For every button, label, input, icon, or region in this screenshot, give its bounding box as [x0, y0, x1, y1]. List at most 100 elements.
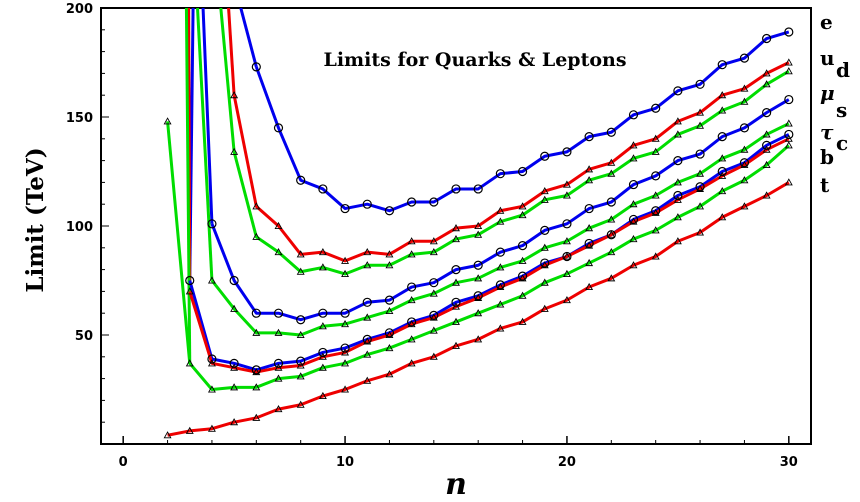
point-s1-11	[474, 221, 483, 230]
point-s0-19	[673, 86, 683, 96]
point-s0-10	[473, 184, 483, 194]
point-s4-2	[252, 328, 261, 336]
point-s7-6	[296, 372, 305, 380]
point-s3-5	[318, 308, 328, 318]
point-s3-1	[229, 275, 239, 286]
point-s5-4	[273, 358, 284, 368]
legend-label-d: d	[836, 58, 850, 82]
point-s8-3	[230, 418, 239, 426]
point-s2-13	[518, 210, 527, 219]
point-s2-6	[363, 261, 372, 269]
point-s1-7	[385, 250, 394, 258]
point-s0-17	[628, 110, 639, 120]
point-s7-24	[696, 202, 705, 210]
legend-label-s: s	[836, 98, 847, 122]
point-s4-18	[607, 215, 616, 223]
point-s5-2	[229, 358, 239, 368]
point-s1-12	[496, 206, 505, 214]
point-s4-19	[629, 200, 638, 208]
point-s6-6	[318, 352, 327, 360]
legend-label-mu: μ	[820, 81, 835, 105]
x-tick-label-1: 10	[336, 455, 354, 470]
point-s1-24	[762, 69, 771, 77]
point-s8-21	[629, 261, 638, 269]
point-s1-17	[607, 158, 616, 166]
point-s0-2	[296, 175, 306, 185]
point-s3-17	[584, 203, 594, 214]
point-s0-7	[407, 197, 417, 207]
point-s4-13	[496, 263, 505, 271]
point-s2-1	[252, 232, 261, 240]
point-s4-25	[762, 130, 771, 138]
point-s4-6	[341, 319, 350, 328]
point-s8-10	[385, 370, 394, 378]
point-s4-1	[230, 304, 239, 312]
point-s1-15	[562, 180, 571, 188]
steep-segment-0	[239, 8, 258, 68]
point-s4-10	[429, 289, 438, 297]
point-s1-9	[429, 237, 438, 245]
point-s2-17	[607, 169, 616, 177]
point-s8-27	[762, 191, 771, 199]
point-s7-16	[518, 291, 527, 299]
point-s1-0	[230, 91, 239, 99]
x-tick-label-3: 30	[780, 455, 798, 470]
point-s7-13	[452, 317, 460, 325]
point-s2-16	[585, 176, 594, 184]
point-s2-22	[718, 106, 727, 114]
point-s5-15	[517, 271, 528, 281]
point-s3-22	[695, 149, 705, 159]
steep-segment-4	[196, 8, 214, 281]
point-s6-1	[207, 359, 216, 367]
chart-title: Limits for Quarks & Leptons	[323, 49, 626, 71]
axis-layer: 0 10 20 30 50 100 150 200	[66, 2, 798, 470]
series-line-0	[254, 30, 790, 213]
point-s0-12	[517, 166, 528, 177]
y-tick-label-2: 150	[66, 111, 93, 126]
point-s2-19	[651, 147, 660, 155]
point-s1-6	[363, 248, 372, 256]
point-s7-4	[252, 383, 261, 391]
series-line-4	[210, 122, 790, 337]
point-s0-0	[251, 62, 261, 72]
point-s8-0	[163, 431, 172, 439]
point-s3-9	[407, 282, 417, 292]
point-s1-1	[252, 202, 261, 210]
steep-segment-2	[219, 8, 236, 153]
point-s3-11	[451, 265, 461, 275]
point-s1-21	[696, 108, 705, 116]
legend-label-t: t	[820, 173, 830, 197]
series-line-7	[166, 121, 790, 391]
point-s0-16	[606, 127, 616, 137]
point-s4-3	[274, 328, 283, 336]
point-s5-3	[251, 365, 261, 375]
point-s2-18	[629, 154, 638, 162]
point-s1-19	[651, 134, 660, 142]
point-s3-25	[762, 108, 772, 118]
point-s8-12	[429, 352, 438, 360]
point-s0-20	[695, 79, 705, 89]
legend-label-e: e	[820, 10, 833, 34]
point-s5-27	[784, 129, 794, 140]
point-s2-9	[429, 248, 438, 256]
point-s2-24	[762, 80, 771, 88]
point-s1-3	[296, 250, 305, 258]
point-s6-24	[718, 171, 727, 179]
point-s6-12	[452, 302, 460, 310]
point-s8-20	[607, 274, 616, 282]
x-axis-title: n	[445, 467, 467, 502]
point-s2-23	[740, 97, 749, 105]
point-s8-17	[540, 304, 549, 312]
point-s2-7	[385, 261, 394, 269]
point-s5-0	[185, 275, 195, 286]
point-s8-13	[452, 341, 460, 349]
point-s1-16	[585, 165, 594, 173]
point-s5-12	[451, 297, 461, 307]
y-axis-title: Limit (TeV)	[22, 147, 49, 292]
point-s3-14	[517, 241, 528, 251]
point-s7-27	[762, 160, 771, 168]
point-s7-3	[230, 383, 239, 391]
point-s2-20	[673, 130, 682, 138]
point-s1-10	[452, 224, 460, 232]
